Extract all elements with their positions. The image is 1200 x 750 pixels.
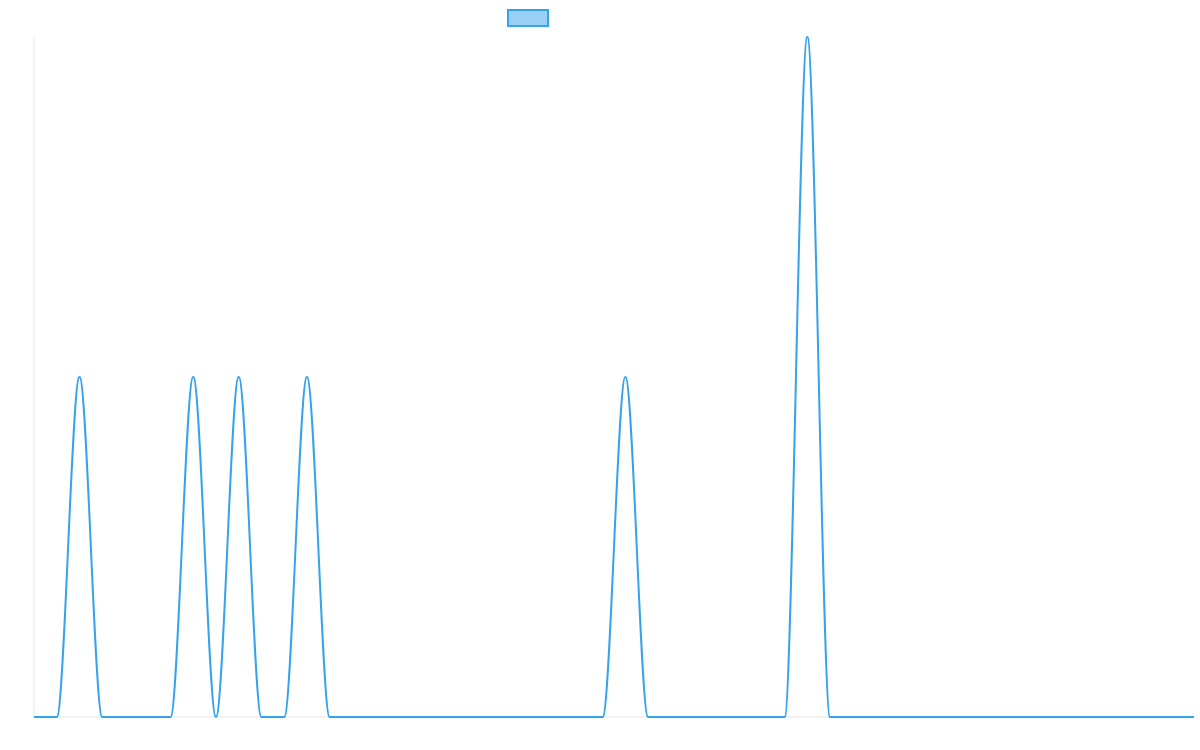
legend[interactable]: [507, 9, 549, 27]
legend-swatch[interactable]: [507, 9, 549, 27]
series-line-0: [33, 36, 1194, 719]
series-layer: [33, 36, 1194, 719]
